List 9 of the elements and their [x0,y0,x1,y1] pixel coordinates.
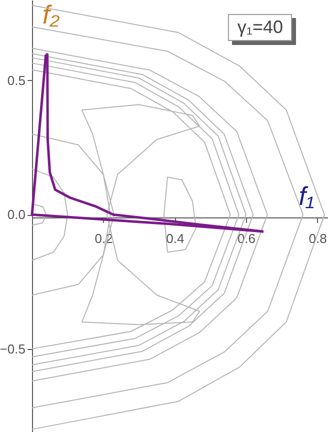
x-axis-title: f₁ [298,180,314,211]
x-tick-label: 0.4 [166,230,184,246]
y-axis-title: f₂ [42,0,60,30]
y-tick-label: −0.5 [0,341,26,356]
annotation: γ₁=40 [228,14,292,41]
y-tick-label: 0.5 [7,72,26,88]
y-tick-label: 0.0 [7,207,26,222]
x-tick-label: 0.6 [237,230,256,246]
x-tick-label: 0.8 [308,230,327,246]
